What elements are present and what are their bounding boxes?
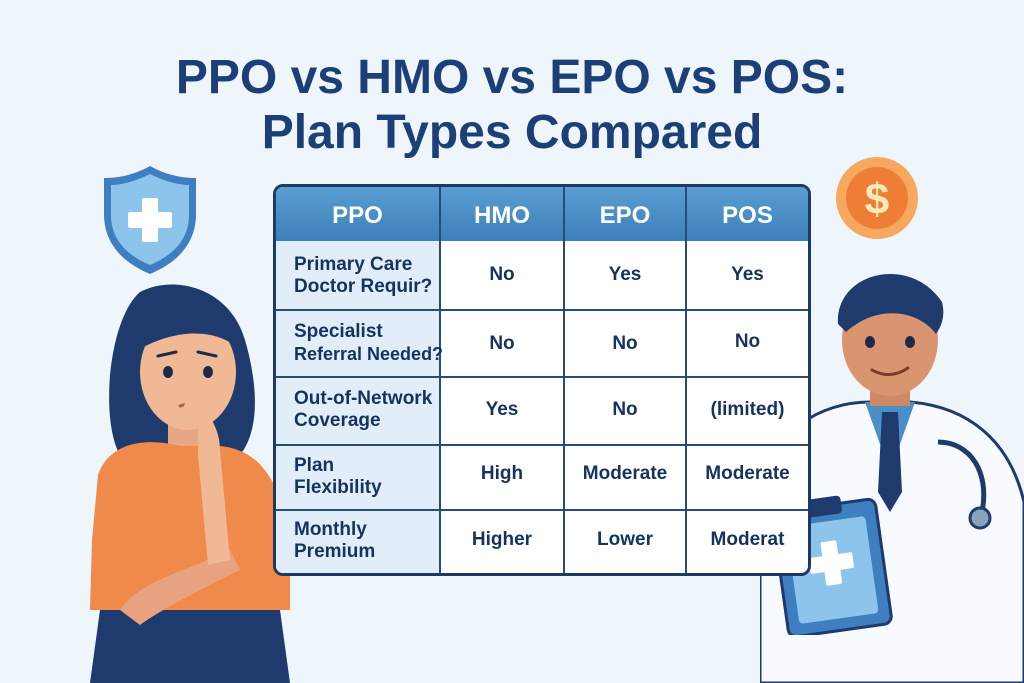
table-cell: No (612, 399, 638, 420)
row-label-line: Out-of-Network (294, 388, 433, 409)
row-label-cell (276, 311, 439, 376)
thinking-woman-illustration (90, 284, 290, 683)
page-title-line-2: Plan Types Compared (261, 106, 763, 159)
table-cell: No (489, 264, 515, 285)
page-title-line-1: PPO vs HMO vs EPO vs POS: (175, 51, 849, 104)
dollar-coin-icon: $ (836, 157, 918, 239)
column-divider (685, 187, 687, 573)
shield-medical-icon (104, 166, 196, 274)
row-label-cell (276, 511, 439, 573)
table-cell: Lower (597, 529, 653, 550)
row-label-line: Monthly (294, 519, 367, 540)
column-divider (439, 187, 441, 573)
row-label-cell (276, 241, 439, 309)
table-cell: (limited) (710, 399, 785, 420)
row-label-line: Flexibility (294, 477, 382, 498)
row-divider (276, 509, 808, 511)
row-label-line: Referral Needed? (294, 344, 444, 364)
table-cell: No (734, 331, 761, 352)
row-label-cell (276, 446, 439, 509)
table-cell: Higher (471, 529, 533, 550)
column-header-ppo: PPO (332, 202, 383, 229)
row-divider (276, 376, 808, 378)
column-header-hmo: HMO (474, 202, 530, 229)
column-header-pos: POS (722, 202, 773, 229)
table-cell: Moderat (710, 529, 785, 550)
row-label: Primary Care Doctor Requir? (294, 254, 432, 298)
row-label: Specialist Referral Needed? (294, 321, 443, 365)
row-label-line: Doctor Requir? (294, 276, 433, 297)
row-label: Plan Flexibility (294, 455, 382, 499)
row-divider (276, 309, 808, 311)
row-label-line: Specialist (294, 321, 383, 342)
table-cell: High (480, 463, 524, 484)
column-divider (563, 187, 565, 573)
table-header-row: PPO HMO EPO POS (276, 187, 808, 241)
row-label-line: Coverage (294, 410, 381, 431)
table-cell: No (612, 333, 638, 354)
row-label: Out-of-Network Coverage (294, 388, 432, 432)
table-cell: Yes (608, 264, 642, 285)
row-label-cell (276, 378, 439, 444)
table-cell: Moderate (705, 463, 790, 484)
table-cell: Yes (731, 264, 764, 285)
table-cell: Yes (485, 399, 519, 420)
row-label-line: Premium (294, 541, 376, 562)
row-divider (276, 444, 808, 446)
row-label-line: Primary Care (294, 254, 413, 275)
dollar-symbol: $ (865, 175, 889, 224)
row-label: Monthly Premium (294, 519, 375, 563)
table-cell: Moderate (582, 463, 668, 484)
table-cell: No (489, 333, 515, 354)
column-header-epo: EPO (599, 202, 651, 229)
row-label-line: Plan (294, 455, 335, 476)
comparison-table: PPO HMO EPO POS Primary Care Doctor Requ… (273, 184, 811, 576)
